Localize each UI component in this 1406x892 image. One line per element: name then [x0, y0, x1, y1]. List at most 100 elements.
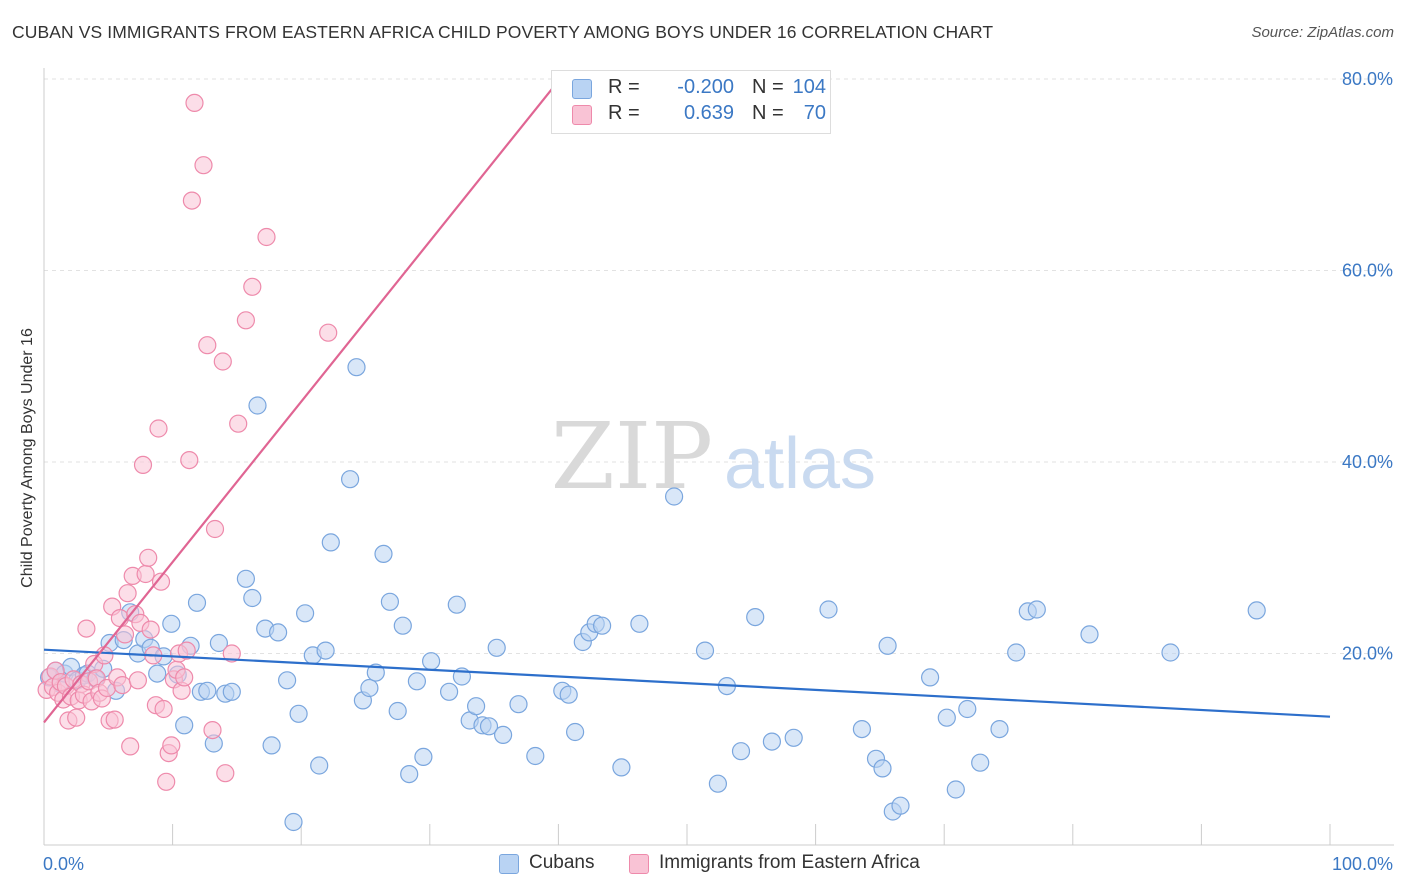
legend-n-value: 70 [803, 102, 826, 124]
point-eastern-africa [205, 519, 225, 539]
source-credit: Source: ZipAtlas.com [1251, 24, 1394, 41]
point-cubans [487, 638, 506, 657]
x-tick-label-max: 100.0% [1332, 854, 1393, 874]
point-cubans [187, 593, 207, 612]
point-cubans [920, 668, 940, 687]
point-cubans [440, 682, 459, 701]
point-cubans [762, 732, 782, 751]
point-cubans [400, 764, 419, 784]
point-eastern-africa [105, 710, 124, 729]
point-eastern-africa [236, 311, 255, 330]
point-cubans [731, 742, 751, 761]
point-cubans [148, 664, 167, 683]
legend-label-eastern-africa: Immigrants from Eastern Africa [659, 852, 920, 873]
point-cubans [388, 701, 407, 721]
point-cubans [209, 633, 228, 653]
point-cubans [316, 641, 335, 660]
zipatlas-watermark: ZIP atlas [551, 403, 876, 510]
point-eastern-africa [185, 93, 204, 113]
point-eastern-africa [141, 620, 160, 639]
legend-r-value: -0.200 [677, 76, 734, 98]
legend-n-value: 104 [792, 76, 826, 98]
chart-title: CUBAN VS IMMIGRANTS FROM EASTERN AFRICA … [12, 22, 994, 42]
point-cubans [284, 812, 303, 832]
point-cubans [243, 588, 262, 608]
point-cubans [175, 716, 194, 735]
point-eastern-africa [136, 564, 155, 584]
point-eastern-africa [198, 336, 217, 355]
point-eastern-africa [128, 671, 147, 690]
point-cubans [612, 758, 631, 777]
point-eastern-africa [175, 668, 194, 687]
point-cubans [971, 753, 990, 772]
point-cubans [236, 569, 255, 588]
point-cubans [366, 663, 385, 682]
point-cubans [746, 607, 765, 627]
point-cubans [374, 544, 393, 564]
point-eastern-africa [139, 548, 158, 567]
trend-lines [43, 80, 1331, 724]
point-cubans [407, 672, 426, 691]
point-cubans [296, 604, 315, 623]
point-eastern-africa [77, 619, 96, 638]
y-tick-label: 20.0% [1342, 644, 1393, 664]
point-cubans [310, 756, 329, 775]
point-cubans [937, 708, 956, 727]
point-cubans [708, 774, 728, 793]
point-cubans [467, 697, 486, 716]
point-cubans [321, 533, 340, 552]
point-cubans [592, 616, 612, 635]
point-cubans [958, 699, 977, 719]
y-tick-label: 60.0% [1342, 261, 1393, 281]
point-cubans [878, 636, 897, 655]
watermark-zip: ZIP [551, 403, 713, 510]
point-cubans [341, 470, 360, 489]
axes [43, 68, 1394, 846]
legend-label-cubans: Cubans [529, 852, 595, 873]
point-cubans [198, 681, 217, 700]
point-cubans [1080, 625, 1099, 644]
point-eastern-africa [216, 764, 235, 783]
point-cubans [664, 487, 684, 506]
point-eastern-africa [182, 191, 201, 210]
point-eastern-africa [149, 419, 168, 438]
point-cubans [819, 600, 838, 619]
point-cubans [873, 759, 892, 778]
legend-swatch-cubans [499, 854, 519, 874]
point-eastern-africa [222, 644, 241, 663]
point-cubans [852, 719, 872, 739]
point-eastern-africa [67, 708, 86, 727]
point-eastern-africa [229, 414, 248, 433]
point-cubans [162, 614, 181, 633]
trend-line-eastern-africa [43, 80, 560, 724]
legend-n-label: N = [752, 102, 784, 124]
correlation-legend: R = -0.200 N = 104 R = 0.639 N = 70 [551, 70, 831, 134]
point-cubans [360, 678, 379, 698]
point-eastern-africa [151, 572, 171, 591]
legend-r-value: 0.639 [683, 102, 734, 124]
point-cubans [526, 746, 545, 766]
point-cubans [509, 695, 528, 714]
grid-lines [44, 78, 1394, 654]
point-eastern-africa [121, 737, 140, 756]
point-eastern-africa [157, 772, 176, 791]
point-eastern-africa [154, 699, 173, 719]
point-eastern-africa [319, 323, 338, 342]
point-eastern-africa [243, 277, 262, 296]
point-cubans [278, 671, 297, 690]
point-cubans [479, 717, 499, 736]
trend-line-cubans [43, 648, 1331, 718]
point-eastern-africa [180, 451, 199, 470]
point-cubans [990, 719, 1009, 739]
point-cubans [559, 685, 578, 704]
point-eastern-africa [115, 625, 135, 644]
data-points [37, 93, 1266, 832]
point-cubans [248, 396, 267, 415]
point-cubans [565, 722, 585, 742]
point-cubans [414, 747, 433, 767]
watermark-atlas: atlas [724, 424, 876, 504]
y-axis-label: Child Poverty Among Boys Under 16 [19, 328, 36, 588]
legend-swatch-eastern-africa [572, 105, 592, 125]
point-cubans [784, 728, 803, 747]
